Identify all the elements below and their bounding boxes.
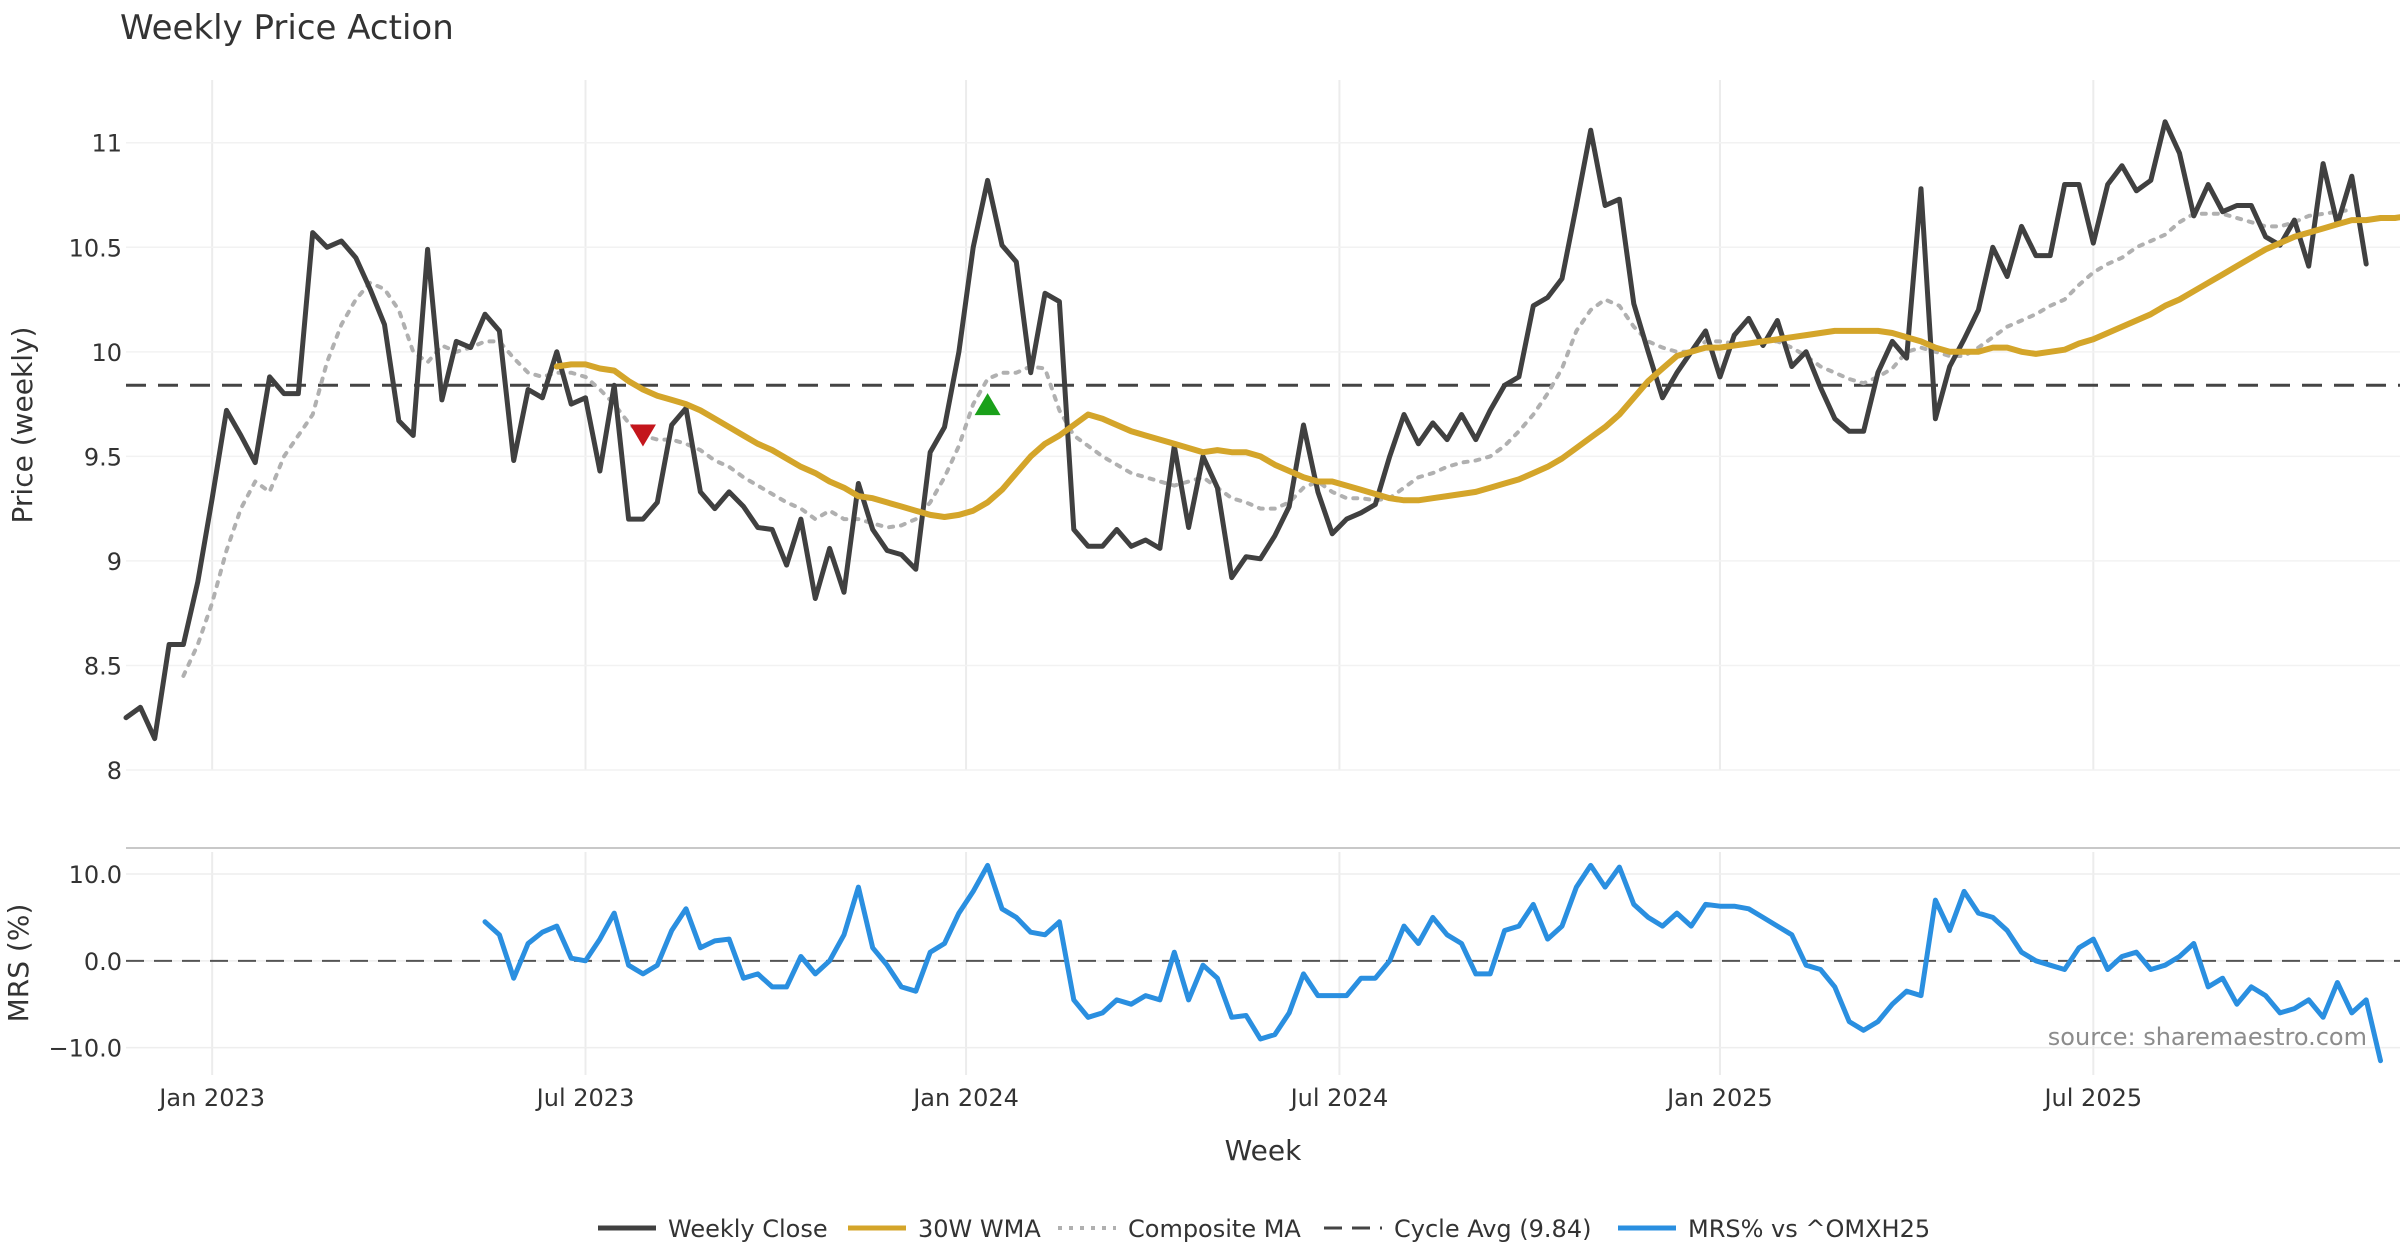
signal-markers [629, 393, 1001, 447]
mrs-y-tick-label: −10.0 [48, 1035, 122, 1063]
chart-title: Weekly Price Action [120, 8, 454, 48]
legend-label-30w-wma: 30W WMA [918, 1215, 1041, 1243]
legend-label-weekly-close: Weekly Close [668, 1215, 828, 1243]
vertical-gridlines [211, 80, 2095, 1075]
x-tick-label: Jan 2025 [1665, 1084, 1773, 1112]
mrs-y-tick-label: 0.0 [84, 948, 122, 976]
x-tick-label: Jan 2023 [157, 1084, 265, 1112]
price-y-ticks: 8 8.5 9 9.5 10 10.5 11 [69, 130, 2400, 785]
price-y-tick-label: 10 [91, 339, 122, 367]
x-axis-label: Week [1225, 1134, 1302, 1167]
mrs-series [482, 862, 2383, 1064]
price-y-tick-label: 9.5 [84, 443, 122, 471]
price-y-tick-label: 8.5 [84, 652, 122, 680]
price-y-tick-label: 10.5 [69, 234, 122, 262]
x-tick-label: Jul 2025 [2042, 1084, 2142, 1112]
mrs-y-axis-label: MRS (%) [2, 904, 35, 1023]
price-series [123, 119, 2400, 742]
legend: Weekly Close 30W WMA Composite MA Cycle Avg… [598, 1215, 1930, 1243]
price-y-tick-label: 8 [107, 757, 122, 785]
x-tick-label: Jul 2024 [1289, 1084, 1389, 1112]
legend-label-mrs-vs-omxh25: MRS% vs ^OMXH25 [1688, 1215, 1930, 1243]
legend-label-composite-ma: Composite MA [1128, 1215, 1301, 1243]
buy-signal-marker [974, 393, 1001, 416]
series-mrs [482, 862, 2383, 1064]
x-tick-label: Jul 2023 [535, 1084, 635, 1112]
source-credit: source: sharemaestro.com [2048, 1023, 2367, 1051]
price-y-axis-label: Price (weekly) [6, 327, 39, 524]
mrs-y-tick-label: 10.0 [69, 861, 122, 889]
x-ticks: Jan 2023 Jul 2023 Jan 2024 Jul 2024 Jan 2025… [157, 1084, 2142, 1112]
x-tick-label: Jan 2024 [911, 1084, 1019, 1112]
price-y-tick-label: 9 [107, 548, 122, 576]
sell-signal-marker [629, 424, 656, 447]
mrs-y-ticks: 10.0 0.0 −10.0 [48, 861, 2400, 1063]
series-composite-ma [181, 207, 2354, 678]
series-30w-wma [553, 214, 2400, 520]
legend-label-cycle-avg-9-84: Cycle Avg (9.84) [1394, 1215, 1591, 1243]
price-y-tick-label: 11 [91, 130, 122, 158]
series-weekly-close [123, 119, 2369, 742]
